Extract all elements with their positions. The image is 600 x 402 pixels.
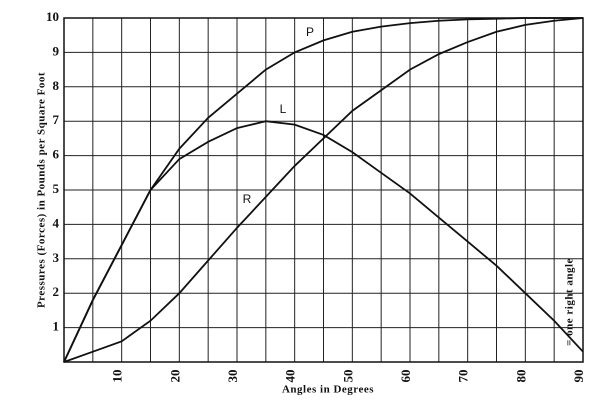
x-tick-label: 10 bbox=[110, 370, 125, 383]
series-label: R bbox=[243, 192, 252, 206]
y-tick-label: 2 bbox=[53, 284, 60, 299]
x-tick-label: 70 bbox=[456, 370, 471, 383]
series-label: L bbox=[280, 102, 287, 116]
annotation: = one right angle bbox=[564, 258, 576, 346]
series-label: P bbox=[306, 25, 314, 39]
x-tick-label: 40 bbox=[283, 370, 298, 383]
y-tick-label: 6 bbox=[53, 147, 60, 162]
line-series bbox=[63, 120, 584, 363]
y-tick-label: 3 bbox=[53, 250, 60, 265]
y-tick-label: 7 bbox=[53, 112, 60, 127]
x-tick-label: 30 bbox=[225, 370, 240, 383]
y-tick-label: 10 bbox=[46, 9, 59, 24]
x-tick-label: 20 bbox=[167, 370, 182, 383]
y-tick-label: 9 bbox=[53, 43, 60, 58]
y-tick-label: 4 bbox=[53, 215, 60, 230]
plot-frame bbox=[63, 17, 584, 363]
x-tick-label: 90 bbox=[571, 370, 586, 383]
line-series bbox=[63, 17, 584, 363]
y-tick-label: 8 bbox=[53, 78, 60, 93]
x-tick-label: 80 bbox=[513, 370, 528, 383]
y-axis-title: Pressures (Forces) in Pounds per Square … bbox=[36, 72, 48, 308]
y-tick-label: 1 bbox=[53, 319, 60, 334]
x-tick-label: 50 bbox=[340, 370, 355, 383]
y-tick-label: 5 bbox=[53, 181, 60, 196]
x-tick-label: 60 bbox=[398, 370, 413, 383]
x-axis-title: Angles in Degrees bbox=[282, 384, 374, 396]
